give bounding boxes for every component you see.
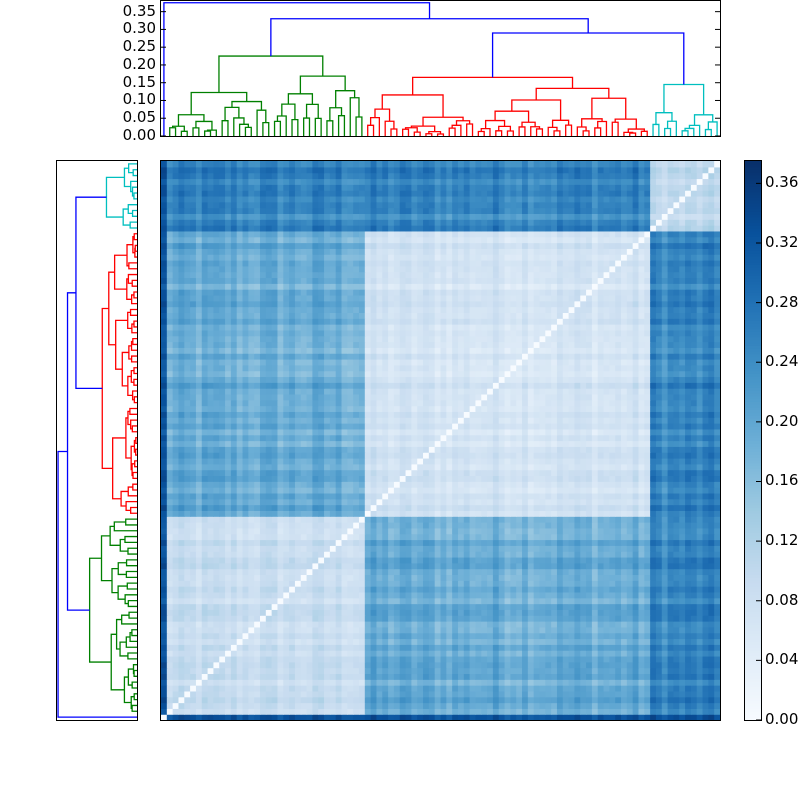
colorbar-tick-label: 0.36	[765, 173, 799, 192]
top-dendrogram	[160, 0, 721, 137]
top-dendrogram-tick-label: 0.25	[122, 37, 156, 56]
colorbar-tick-label: 0.24	[765, 352, 799, 371]
top-dendrogram-tick-label: 0.10	[122, 90, 156, 109]
left-dendrogram-plot	[57, 163, 137, 718]
colorbar-tick-label: 0.28	[765, 292, 799, 311]
top-dendrogram-tick-label: 0.30	[122, 19, 156, 38]
colorbar-gradient	[745, 161, 761, 720]
top-dendrogram-tick-label: 0.05	[122, 108, 156, 127]
colorbar-tick-label: 0.00	[765, 710, 799, 728]
top-dendrogram-tick-label: 0.20	[122, 54, 156, 73]
heatmap-cells	[161, 161, 720, 720]
colorbar-tick-label: 0.04	[765, 650, 799, 669]
top-dendrogram-tick-label: 0.00	[122, 126, 156, 144]
colorbar	[744, 160, 762, 721]
top-dendrogram-plot	[161, 2, 720, 136]
colorbar-tick-label: 0.08	[765, 590, 799, 609]
heatmap	[160, 160, 721, 721]
colorbar-tick-label: 0.12	[765, 531, 799, 550]
colorbar-tick-label: 0.20	[765, 411, 799, 430]
left-dendrogram	[56, 160, 138, 721]
top-dendrogram-tick-label: 0.35	[122, 1, 156, 20]
colorbar-tick-label: 0.16	[765, 471, 799, 490]
top-dendrogram-tick-label: 0.15	[122, 72, 156, 91]
colorbar-tick-label: 0.32	[765, 232, 799, 251]
